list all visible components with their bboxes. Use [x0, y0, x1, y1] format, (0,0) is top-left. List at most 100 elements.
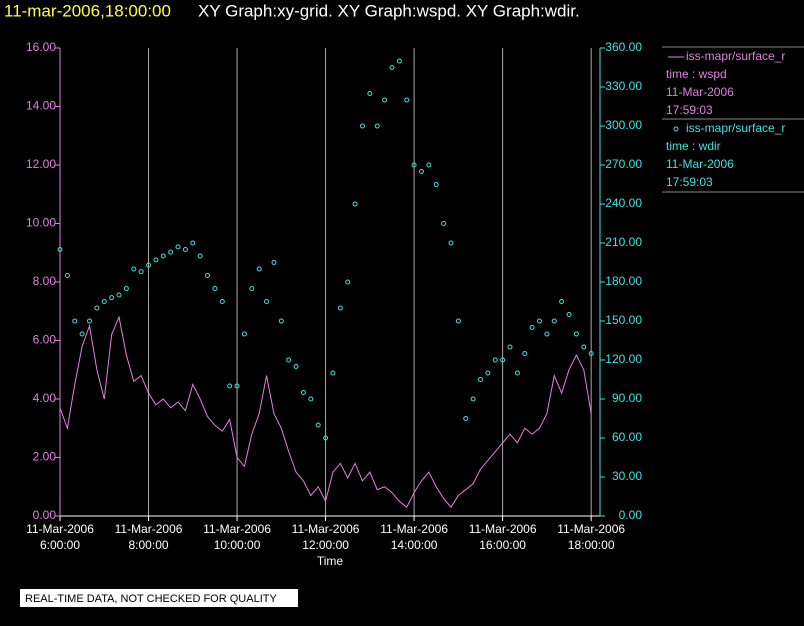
- wdir-marker: [485, 370, 491, 376]
- y-tick-label: 0.00: [33, 508, 57, 522]
- x-tick-label: 11-Mar-2006 10:00:00: [203, 522, 271, 552]
- y-tick-label: 2.00: [33, 450, 57, 464]
- legend-time: 17:59:03: [666, 175, 713, 189]
- wdir-marker: [359, 123, 365, 129]
- wdir-marker: [418, 169, 424, 174]
- y2-tick-label: 90.00: [612, 391, 642, 405]
- y2-tick-label: 210.00: [605, 235, 642, 249]
- wdir-marker: [190, 240, 196, 246]
- wdir-marker: [507, 344, 513, 350]
- y2-tick-label: 360.00: [605, 40, 642, 54]
- legend-field: time : wspd: [666, 67, 727, 81]
- wdir-marker: [529, 325, 535, 330]
- legend-field: time : wdir: [666, 139, 721, 153]
- legend-name: iss-mapr/surface_r: [686, 49, 785, 63]
- wdir-marker: [182, 247, 188, 252]
- wdir-marker: [175, 244, 181, 250]
- y-tick-label: 10.00: [26, 216, 56, 230]
- wdir-marker: [197, 253, 203, 259]
- wdir-marker: [544, 331, 550, 337]
- wdir-marker: [131, 266, 137, 272]
- y-tick-label: 4.00: [33, 391, 57, 405]
- wdir-marker: [300, 390, 306, 395]
- wdir-marker: [566, 312, 572, 317]
- y2-tick-label: 150.00: [605, 313, 642, 327]
- x-tick-label: 11-Mar-2006 12:00:00: [292, 522, 360, 552]
- wdir-marker: [94, 305, 100, 311]
- wdir-marker: [219, 299, 225, 304]
- y2-tick-label: 180.00: [605, 274, 642, 288]
- wspd-line: [59, 315, 592, 509]
- y-tick-label: 14.00: [26, 99, 56, 113]
- y-tick-label: 16.00: [26, 40, 56, 54]
- wdir-marker: [109, 295, 115, 301]
- chart-title: XY Graph:xy-grid. XY Graph:wspd. XY Grap…: [198, 1, 580, 20]
- x-tick-label: 11-Mar-2006 8:00:00: [115, 522, 183, 552]
- wdir-marker: [404, 97, 410, 103]
- wdir-marker: [441, 221, 447, 226]
- wdir-marker: [463, 416, 469, 421]
- wdir-marker: [382, 97, 388, 103]
- wdir-marker: [477, 377, 483, 382]
- wdir-marker: [286, 357, 292, 363]
- y2-tick-label: 240.00: [605, 196, 642, 210]
- timestamp: 11-mar-2006,18:00:00: [4, 1, 171, 20]
- wdir-marker: [87, 318, 93, 324]
- wdir-marker: [278, 318, 284, 324]
- wdir-marker: [264, 299, 270, 304]
- wdir-marker: [514, 370, 520, 376]
- wdir-marker: [470, 396, 476, 402]
- wdir-marker: [205, 273, 211, 278]
- wdir-marker: [101, 299, 107, 304]
- y2-tick-label: 120.00: [605, 352, 642, 366]
- y2-tick-label: 60.00: [612, 430, 642, 444]
- wdir-marker: [315, 422, 321, 428]
- wdir-marker: [271, 260, 277, 265]
- x-tick-label: 11-Mar-2006 14:00:00: [380, 522, 448, 552]
- wdir-marker: [57, 247, 63, 252]
- wdir-marker: [160, 253, 166, 259]
- wdir-marker: [79, 331, 85, 337]
- y-tick-label: 12.00: [26, 157, 56, 171]
- wdir-marker: [581, 344, 587, 350]
- x-axis-label: Time: [317, 554, 344, 568]
- footer: REAL-TIME DATA, NOT CHECKED FOR QUALITY: [25, 593, 277, 605]
- legend-date: 11-Mar-2006: [666, 85, 734, 99]
- y-tick-label: 8.00: [33, 274, 57, 288]
- wdir-marker: [153, 257, 159, 263]
- footer-box: [20, 589, 298, 607]
- wdir-marker: [146, 262, 152, 268]
- y2-tick-label: 0.00: [619, 508, 643, 522]
- wdir-marker: [330, 370, 336, 376]
- wdir-marker: [433, 182, 439, 187]
- wdir-marker: [293, 364, 299, 369]
- wdir-marker: [241, 331, 247, 337]
- wdir-marker: [367, 91, 373, 96]
- legend-time: 17:59:03: [666, 103, 713, 117]
- wdir-marker: [522, 351, 528, 356]
- y2-tick-label: 330.00: [605, 79, 642, 93]
- wdir-marker: [168, 249, 174, 255]
- wdir-marker: [256, 266, 262, 272]
- wdir-marker: [323, 435, 329, 441]
- wdir-marker: [396, 58, 402, 64]
- x-tick-label: 11-Mar-2006 18:00:00: [557, 522, 625, 552]
- x-tick-label: 11-Mar-2006 16:00:00: [469, 522, 537, 552]
- wdir-marker: [308, 396, 314, 402]
- y2-tick-label: 30.00: [612, 469, 642, 483]
- wdir-marker: [537, 318, 543, 324]
- wdir-marker: [249, 286, 255, 291]
- wdir-marker: [573, 331, 579, 337]
- wdir-marker: [500, 357, 506, 363]
- wdir-marker: [426, 162, 432, 168]
- x-tick-label: 11-Mar-2006 6:00:00: [26, 522, 94, 552]
- wdir-marker: [72, 318, 78, 324]
- wdir-marker: [227, 383, 233, 389]
- wdir-marker: [123, 286, 129, 291]
- wdir-marker: [138, 269, 144, 275]
- wdir-marker: [337, 305, 343, 311]
- wdir-marker: [455, 318, 461, 324]
